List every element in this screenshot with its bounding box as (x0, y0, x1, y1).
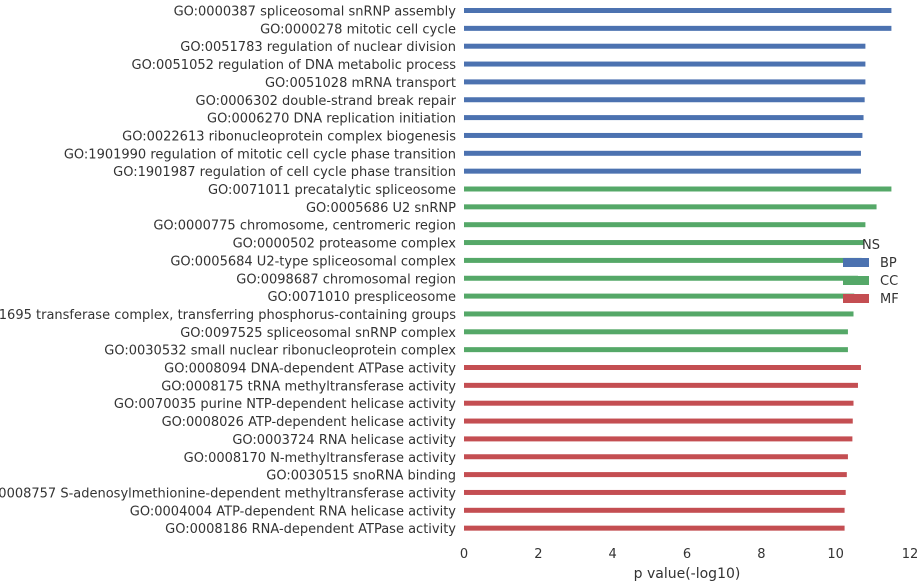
category-label: GO:0004004 ATP-dependent RNA helicase ac… (130, 504, 457, 519)
category-label: GO:1901990 regulation of mitotic cell cy… (64, 147, 456, 162)
bar-cc (464, 275, 858, 281)
category-label: GO:0000775 chromosome, centromeric regio… (153, 219, 456, 234)
bar-mf (464, 418, 853, 424)
bar-mf (464, 489, 846, 495)
x-tick-label: 8 (757, 547, 765, 562)
bar-cc (464, 222, 866, 228)
legend-swatch-cc (843, 276, 869, 285)
category-label: GO:0071011 precatalytic spliceosome (208, 183, 456, 198)
legend-label-bp: BP (880, 256, 897, 271)
bar-bp (464, 97, 865, 103)
bar-bp (464, 168, 861, 174)
category-label: GO:0051783 regulation of nuclear divisio… (180, 40, 456, 55)
category-label: GO:0070035 purine NTP-dependent helicase… (114, 397, 456, 412)
category-label: GO:0008094 DNA-dependent ATPase activity (164, 362, 456, 377)
category-label: GO:0008170 N-methyltransferase activity (184, 451, 457, 466)
category-label: GO:0008186 RNA-dependent ATPase activity (165, 522, 456, 537)
category-label: GO:0008757 S-adenosylmethionine-dependen… (0, 486, 456, 501)
category-label: GO:0051028 mRNA transport (265, 76, 456, 91)
bar-mf (464, 382, 858, 388)
category-label: GO:0097525 spliceosomal snRNP complex (180, 326, 456, 341)
legend-swatch-mf (843, 294, 869, 303)
category-label: GO:0030532 small nuclear ribonucleoprote… (104, 344, 456, 359)
x-tick-label: 10 (827, 547, 844, 562)
category-label: GO:0000502 proteasome complex (233, 237, 457, 252)
bar-mf (464, 472, 847, 478)
category-label: GO:0000387 spliceosomal snRNP assembly (174, 5, 457, 20)
bar-bp (464, 8, 892, 13)
category-label: GO:0051052 regulation of DNA metabolic p… (132, 58, 457, 73)
legend: NS BP CC MF (843, 238, 899, 307)
category-label: GO:0006270 DNA replication initiation (207, 112, 456, 127)
bar-cc (464, 204, 877, 210)
legend-swatch-bp (843, 258, 869, 267)
x-axis: 0 2 4 6 8 10 12 (460, 547, 918, 562)
x-tick-label: 0 (460, 547, 468, 562)
bar-cc (464, 257, 862, 263)
bar-cc (464, 293, 855, 299)
bar-mf (464, 507, 845, 513)
x-tick-label: 6 (683, 547, 691, 562)
x-tick-label: 12 (902, 547, 919, 562)
category-label: GO:0030515 snoRNA binding (266, 469, 456, 484)
category-label: GO:0003724 RNA helicase activity (232, 433, 456, 448)
bar-bp (464, 132, 863, 138)
x-tick-label: 4 (609, 547, 617, 562)
bar-bp (464, 25, 892, 31)
category-label: GO:0098687 chromosomal region (236, 272, 456, 287)
category-label: GO:0061695 transferase complex, transfer… (0, 308, 456, 323)
legend-label-mf: MF (880, 292, 899, 307)
category-label: GO:0008026 ATP-dependent helicase activi… (162, 415, 457, 430)
bar-cc (464, 347, 848, 353)
legend-title: NS (862, 238, 880, 253)
category-label: GO:0005686 U2 snRNP (306, 201, 456, 216)
category-label: GO:0005684 U2-type spliceosomal complex (170, 254, 456, 269)
bar-mf (464, 400, 854, 406)
bar-bp (464, 61, 866, 67)
bar-cc (464, 311, 854, 317)
bar-bp (464, 115, 864, 121)
category-label: GO:1901987 regulation of cell cycle phas… (113, 165, 456, 180)
category-label: GO:0022613 ribonucleoprotein complex bio… (122, 129, 456, 144)
category-labels: GO:0000387 spliceosomal snRNP assembly GO… (0, 5, 457, 538)
bar-cc (464, 186, 892, 192)
bar-mf (464, 525, 845, 531)
bar-cc (464, 240, 864, 246)
category-label: GO:0006302 double-strand break repair (196, 94, 457, 109)
bar-mf (464, 365, 861, 370)
category-label: GO:0071010 prespliceosome (267, 290, 456, 305)
category-label: GO:0000278 mitotic cell cycle (260, 22, 456, 37)
bars (464, 8, 892, 531)
bar-bp (464, 79, 866, 85)
bar-mf (464, 436, 853, 442)
bar-bp (464, 150, 861, 156)
x-tick-label: 2 (534, 547, 542, 562)
legend-label-cc: CC (880, 274, 898, 289)
bar-bp (464, 43, 866, 49)
category-label: GO:0008175 tRNA methyltransferase activi… (161, 379, 456, 394)
bar-cc (464, 329, 848, 335)
bar-mf (464, 454, 848, 460)
x-axis-label: p value(-log10) (634, 566, 741, 582)
